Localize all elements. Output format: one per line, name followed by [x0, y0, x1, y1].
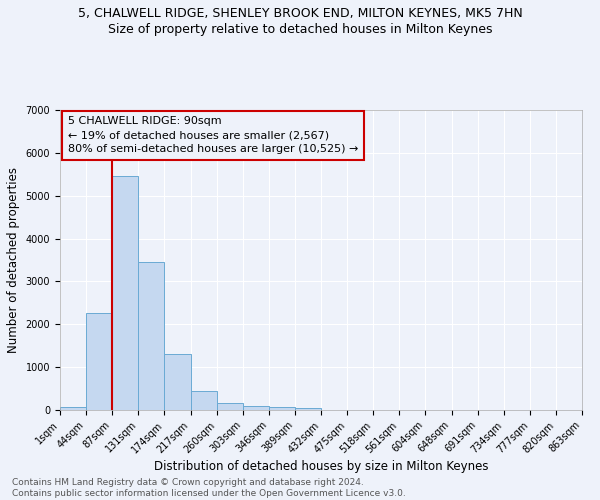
Bar: [243, 406, 269, 410]
Bar: [60, 408, 86, 410]
Text: Contains HM Land Registry data © Crown copyright and database right 2024.
Contai: Contains HM Land Registry data © Crown c…: [12, 478, 406, 498]
X-axis label: Distribution of detached houses by size in Milton Keynes: Distribution of detached houses by size …: [154, 460, 488, 473]
Bar: [86, 312, 112, 410]
Text: 5, CHALWELL RIDGE, SHENLEY BROOK END, MILTON KEYNES, MK5 7HN: 5, CHALWELL RIDGE, SHENLEY BROOK END, MI…: [77, 8, 523, 20]
Bar: [217, 402, 243, 410]
Bar: [269, 407, 295, 410]
Text: Size of property relative to detached houses in Milton Keynes: Size of property relative to detached ho…: [108, 22, 492, 36]
Text: 5 CHALWELL RIDGE: 90sqm
← 19% of detached houses are smaller (2,567)
80% of semi: 5 CHALWELL RIDGE: 90sqm ← 19% of detache…: [68, 116, 358, 154]
Bar: [191, 390, 217, 410]
Y-axis label: Number of detached properties: Number of detached properties: [7, 167, 20, 353]
Bar: [164, 354, 191, 410]
Bar: [295, 408, 321, 410]
Bar: [112, 176, 139, 410]
Bar: [139, 262, 164, 410]
